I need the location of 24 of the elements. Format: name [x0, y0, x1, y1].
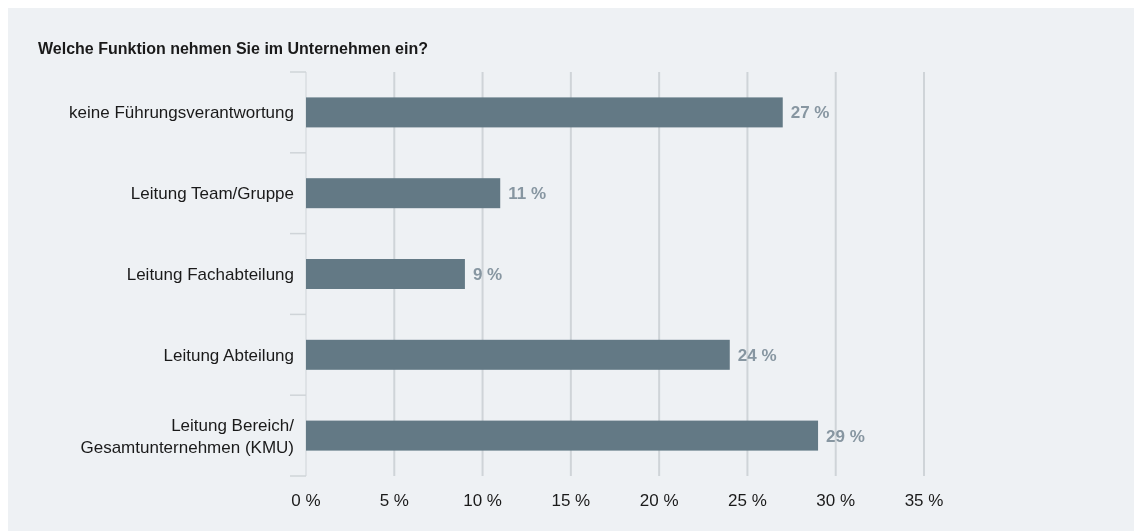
bar: [306, 178, 501, 209]
x-tick-label: 15 %: [551, 491, 591, 510]
x-tick-label: 35 %: [904, 491, 944, 510]
bar: [306, 97, 783, 128]
x-tick-label: 25 %: [728, 491, 767, 510]
x-tick-label: 0 %: [291, 491, 321, 510]
x-tick-label: 10 %: [463, 491, 502, 510]
data-label: 29 %: [826, 426, 865, 446]
y-tick-label: Leitung Fachabteilung: [126, 265, 294, 284]
bar: [306, 420, 819, 451]
data-label: 9 %: [472, 265, 503, 284]
data-label: 27 %: [790, 103, 830, 123]
data-label: 24 %: [737, 345, 777, 365]
y-tick-label: Leitung Team/Gruppe: [130, 184, 294, 204]
y-tick-label: Leitung Abteilung: [163, 345, 294, 365]
x-tick-label: 20 %: [639, 491, 679, 510]
data-label: 11 %: [508, 184, 547, 204]
y-tick-label: Leitung Bereich/ Gesamtunternehmen (KMU): [80, 415, 295, 457]
x-tick-label: 5 %: [379, 491, 409, 510]
x-tick-label: 30 %: [816, 491, 856, 510]
bar: [306, 259, 465, 289]
bar: [306, 339, 730, 370]
chart-title: Welche Funktion nehmen Sie im Unternehmen ein?: [38, 40, 428, 57]
y-tick-label: keine Führungsverantwortung: [69, 103, 294, 123]
